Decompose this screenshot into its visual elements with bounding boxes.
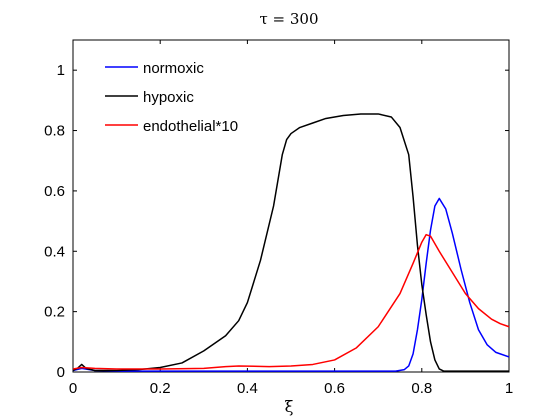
series-lines	[72, 113, 510, 372]
series-line-endothelial-10	[72, 233, 510, 370]
y-tick-label: 0	[57, 364, 65, 381]
legend: normoxic hypoxic endothelial*10	[105, 60, 238, 135]
x-tick-label: 0.2	[150, 380, 171, 397]
x-tick-label: 0.4	[237, 380, 258, 397]
y-axis: 0 0.2 0.4 0.6 0.8 1	[44, 62, 509, 381]
plot-area	[72, 39, 510, 373]
x-tick-label: 1	[505, 380, 513, 397]
series-line-normoxic	[72, 197, 510, 372]
y-tick-label: 0.6	[44, 183, 65, 200]
legend-label: normoxic	[143, 60, 204, 77]
legend-label: hypoxic	[143, 89, 194, 106]
y-tick-label: 0.4	[44, 243, 65, 260]
y-tick-label: 0.8	[44, 123, 65, 140]
x-axis-label: ξ	[285, 397, 294, 416]
y-tick-label: 1	[57, 62, 65, 79]
x-tick-label: 0	[69, 380, 77, 397]
y-tick-label: 0.2	[44, 304, 65, 321]
chart-title: τ = 300	[259, 10, 318, 28]
x-tick-label: 0.8	[411, 380, 432, 397]
x-tick-label: 0.6	[324, 380, 345, 397]
legend-label: endothelial*10	[143, 118, 238, 135]
x-axis: 0 0.2 0.4 0.6 0.8 1	[69, 40, 513, 397]
